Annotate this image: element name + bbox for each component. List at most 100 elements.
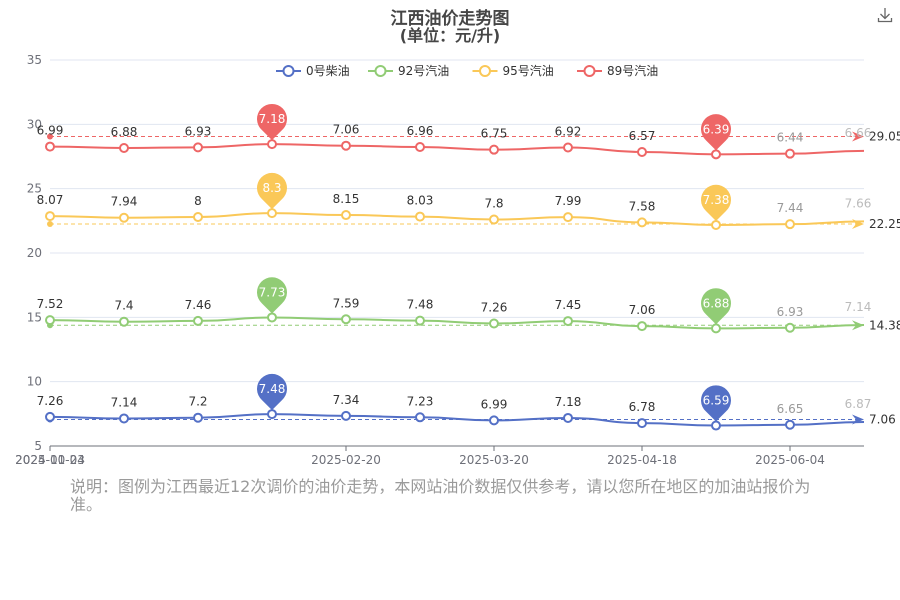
data-point[interactable] [563, 212, 573, 223]
pin-shape [257, 277, 287, 314]
legend-symbol [479, 65, 491, 77]
data-point[interactable] [711, 420, 721, 431]
data-point[interactable] [415, 141, 425, 152]
min-marker: 7.38 [701, 184, 732, 221]
data-point[interactable] [785, 219, 795, 230]
pin-shape [701, 288, 732, 325]
series-line-1 [49, 316, 865, 330]
data-point[interactable] [711, 323, 721, 334]
data-point[interactable] [637, 418, 647, 429]
pin-shape [701, 385, 732, 422]
data-point[interactable] [193, 211, 203, 222]
series-lines [47, 131, 865, 427]
data-point[interactable] [785, 148, 795, 159]
data-point[interactable] [341, 210, 351, 221]
data-label: 7.26 [37, 394, 64, 408]
data-label: 7.18 [555, 395, 582, 409]
pin-label: 6.39 [703, 122, 730, 136]
data-point[interactable] [489, 214, 499, 225]
x-tick-label: 2025-06-04 [755, 453, 825, 467]
data-label: 6.99 [481, 397, 508, 411]
data-label: 7.59 [333, 296, 360, 310]
chart-note: 说明：图例为江西最近12次调价的油价走势，本网站油价数据仅供参考，请以您所在地区… [70, 477, 811, 514]
average-arrow [852, 219, 864, 230]
data-point[interactable] [341, 140, 351, 151]
x-tick-label: 2025-02-20 [311, 453, 381, 467]
data-point[interactable] [785, 419, 795, 430]
y-tick-label: 10 [27, 375, 42, 389]
data-point[interactable] [119, 413, 129, 424]
legend-item[interactable]: 92号汽油 [368, 63, 449, 78]
data-label: 7.14 [845, 300, 872, 314]
data-point[interactable] [267, 208, 277, 219]
data-point[interactable] [45, 211, 55, 222]
data-point[interactable] [711, 219, 721, 230]
data-label: 7.48 [407, 298, 434, 312]
data-label: 7.23 [407, 394, 434, 408]
legend-item[interactable]: 95号汽油 [472, 63, 554, 78]
data-point[interactable] [45, 411, 55, 422]
data-point[interactable] [489, 318, 499, 329]
data-point[interactable] [711, 149, 721, 160]
pin-label: 7.38 [703, 193, 730, 207]
data-point[interactable] [637, 321, 647, 332]
data-point[interactable] [119, 316, 129, 327]
data-point[interactable] [415, 412, 425, 423]
min-marker: 6.39 [701, 114, 732, 151]
data-label: 6.66 [845, 126, 872, 140]
data-label: 8.03 [407, 194, 434, 208]
data-point[interactable] [45, 141, 55, 152]
data-point[interactable] [119, 143, 129, 154]
data-point[interactable] [341, 314, 351, 325]
data-point[interactable] [489, 144, 499, 155]
data-label: 7.34 [333, 393, 360, 407]
data-point[interactable] [267, 139, 277, 150]
data-label: 7.58 [629, 199, 656, 213]
legend-item[interactable]: 0号柴油 [276, 64, 350, 78]
pin-shape [701, 184, 732, 221]
min-marker: 6.88 [701, 288, 732, 325]
data-point[interactable] [637, 146, 647, 157]
data-point[interactable] [193, 142, 203, 153]
data-label: 7.26 [481, 301, 508, 315]
data-point[interactable] [193, 412, 203, 423]
average-label: 22.25 [869, 217, 900, 231]
data-label: 7.2 [188, 395, 207, 409]
data-point[interactable] [415, 315, 425, 326]
data-label: 7.94 [111, 195, 138, 209]
data-label: 7.4 [114, 299, 133, 313]
download-icon[interactable] [876, 6, 894, 24]
data-label: 6.88 [111, 125, 138, 139]
data-point[interactable] [193, 315, 203, 326]
legend-label: 0号柴油 [306, 64, 350, 78]
data-point[interactable] [489, 415, 499, 426]
data-point[interactable] [119, 212, 129, 223]
data-point[interactable] [563, 142, 573, 153]
legend-symbol [282, 65, 295, 77]
average-start-dot [47, 221, 53, 228]
y-tick-label: 5 [34, 439, 42, 453]
data-point[interactable] [267, 312, 277, 323]
chart-title: 江西油价走势图 [390, 9, 510, 29]
data-label: 6.96 [407, 124, 434, 138]
y-tick-label: 35 [27, 53, 42, 67]
pin-label: 8.3 [262, 181, 281, 195]
data-point[interactable] [563, 412, 573, 423]
data-point[interactable] [45, 315, 55, 326]
data-point[interactable] [637, 217, 647, 228]
chart-subtitle: (单位：元/升) [399, 26, 501, 45]
y-tick-label: 20 [27, 246, 42, 260]
data-point[interactable] [415, 211, 425, 222]
data-point[interactable] [341, 410, 351, 421]
data-label: 8.15 [333, 192, 360, 206]
data-point[interactable] [267, 409, 277, 420]
data-point[interactable] [563, 316, 573, 327]
legend-symbol [374, 65, 387, 77]
series-line-2 [49, 212, 865, 226]
average-arrow [852, 414, 864, 425]
data-label: 6.92 [555, 124, 582, 138]
data-point[interactable] [785, 322, 795, 333]
legend-item[interactable]: 89号汽油 [577, 63, 658, 78]
data-label: 8 [194, 194, 202, 208]
